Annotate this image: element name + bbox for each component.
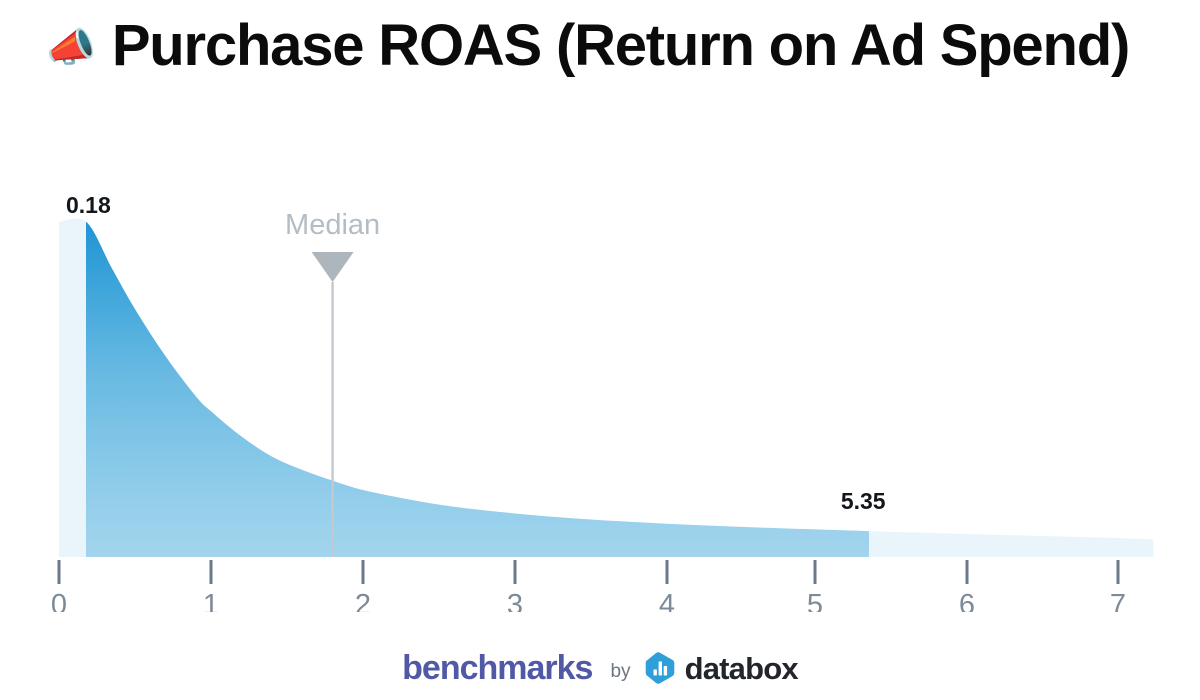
area-below-low-percentile: [59, 218, 86, 557]
x-tick-4: 4: [659, 560, 675, 612]
page-title: Purchase ROAS (Return on Ad Spend): [111, 13, 1130, 78]
x-tick-label: 0: [51, 589, 67, 612]
page-title-row: 📣 Purchase ROAS (Return on Ad Spend): [0, 0, 1200, 92]
x-tick-label: 6: [959, 589, 975, 612]
low-percentile-label: 0.18: [66, 192, 111, 218]
area-above-high-percentile: [869, 531, 1154, 557]
x-tick-label: 4: [659, 589, 675, 612]
x-tick-label: 3: [507, 589, 523, 612]
x-tick-3: 3: [507, 560, 523, 612]
x-tick-label: 5: [807, 589, 823, 612]
x-tick-0: 0: [51, 560, 67, 612]
footer-branding: benchmarks by databox: [0, 636, 1200, 700]
x-axis: 0 1 2 3 4 5 6 7: [51, 560, 1126, 612]
x-tick-6: 6: [959, 560, 975, 612]
high-percentile-label: 5.35: [841, 488, 886, 514]
median-label: Median: [285, 209, 380, 241]
by-label: by: [610, 660, 631, 682]
brand-group: benchmarks by databox: [402, 651, 798, 685]
x-tick-label: 1: [203, 589, 219, 612]
x-tick-label: 7: [1110, 589, 1126, 612]
x-tick-7: 7: [1110, 560, 1126, 612]
databox-logo-icon: [645, 652, 685, 684]
distribution-chart: Median 0.18 5.35 0 1 2 3 4 5 6 7: [0, 92, 1200, 612]
x-tick-label: 2: [355, 589, 371, 612]
area-interquartile-range: [86, 221, 869, 557]
databox-wordmark: databox: [684, 650, 799, 686]
median-triangle-icon: [311, 252, 354, 282]
x-tick-1: 1: [203, 560, 219, 612]
megaphone-icon: 📣: [46, 26, 96, 70]
x-tick-5: 5: [807, 560, 823, 612]
benchmarks-wordmark: benchmarks: [402, 649, 593, 687]
x-tick-2: 2: [355, 560, 371, 612]
